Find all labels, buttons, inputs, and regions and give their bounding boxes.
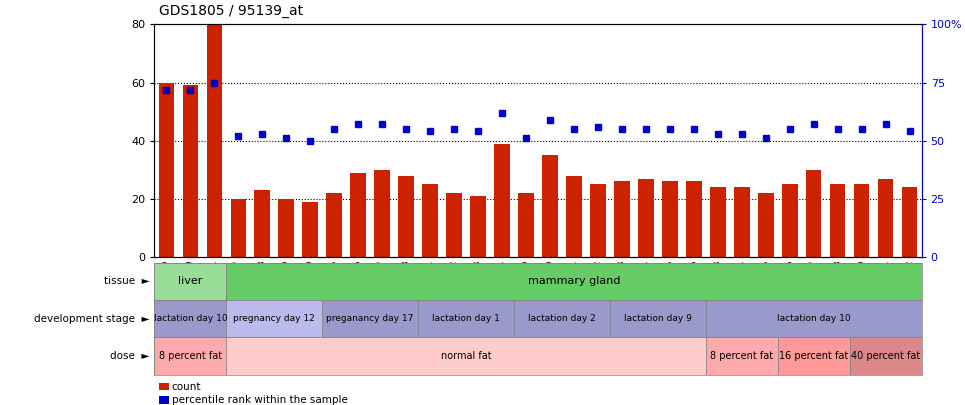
- Bar: [423, 184, 438, 257]
- Bar: [514, 300, 610, 337]
- Text: liver: liver: [179, 277, 203, 286]
- Text: lactation day 10: lactation day 10: [153, 314, 227, 323]
- Bar: [207, 24, 222, 257]
- Bar: [902, 187, 918, 257]
- Bar: [849, 337, 922, 375]
- Text: mammary gland: mammary gland: [528, 277, 620, 286]
- Bar: [662, 181, 677, 257]
- Bar: [231, 199, 246, 257]
- Bar: [255, 190, 270, 257]
- Bar: [830, 184, 845, 257]
- Bar: [326, 193, 342, 257]
- Text: pregnancy day 12: pregnancy day 12: [234, 314, 316, 323]
- Bar: [782, 184, 797, 257]
- Text: development stage  ►: development stage ►: [34, 314, 150, 324]
- Text: 16 percent fat: 16 percent fat: [779, 351, 848, 361]
- Bar: [418, 300, 514, 337]
- Bar: [878, 179, 894, 257]
- Bar: [710, 187, 726, 257]
- Bar: [518, 193, 534, 257]
- Bar: [854, 184, 869, 257]
- Bar: [399, 176, 414, 257]
- Bar: [734, 187, 750, 257]
- Bar: [374, 170, 390, 257]
- Bar: [542, 155, 558, 257]
- Bar: [566, 176, 582, 257]
- Text: 8 percent fat: 8 percent fat: [710, 351, 773, 361]
- Bar: [154, 300, 227, 337]
- Bar: [610, 300, 705, 337]
- Bar: [227, 300, 322, 337]
- Text: 40 percent fat: 40 percent fat: [851, 351, 921, 361]
- Bar: [158, 83, 174, 257]
- Text: lactation day 10: lactation day 10: [777, 314, 850, 323]
- Bar: [302, 202, 318, 257]
- Text: count: count: [172, 382, 202, 392]
- Bar: [446, 193, 462, 257]
- Text: dose  ►: dose ►: [110, 351, 150, 361]
- Bar: [705, 337, 778, 375]
- Bar: [591, 184, 606, 257]
- Text: GDS1805 / 95139_at: GDS1805 / 95139_at: [159, 4, 303, 18]
- Text: lactation day 2: lactation day 2: [528, 314, 595, 323]
- Bar: [686, 181, 702, 257]
- Bar: [279, 199, 294, 257]
- Text: preganancy day 17: preganancy day 17: [326, 314, 414, 323]
- Bar: [322, 300, 418, 337]
- Bar: [705, 300, 922, 337]
- Bar: [758, 193, 774, 257]
- Bar: [154, 263, 227, 300]
- Bar: [182, 85, 198, 257]
- Text: tissue  ►: tissue ►: [104, 277, 150, 286]
- Bar: [470, 196, 485, 257]
- Text: lactation day 1: lactation day 1: [432, 314, 500, 323]
- Text: normal fat: normal fat: [441, 351, 491, 361]
- Bar: [614, 181, 630, 257]
- Text: lactation day 9: lactation day 9: [624, 314, 692, 323]
- Text: 8 percent fat: 8 percent fat: [159, 351, 222, 361]
- Bar: [806, 170, 821, 257]
- Bar: [227, 337, 705, 375]
- Bar: [494, 144, 510, 257]
- Bar: [778, 337, 849, 375]
- Bar: [154, 337, 227, 375]
- Bar: [638, 179, 653, 257]
- Text: percentile rank within the sample: percentile rank within the sample: [172, 395, 347, 405]
- Bar: [350, 173, 366, 257]
